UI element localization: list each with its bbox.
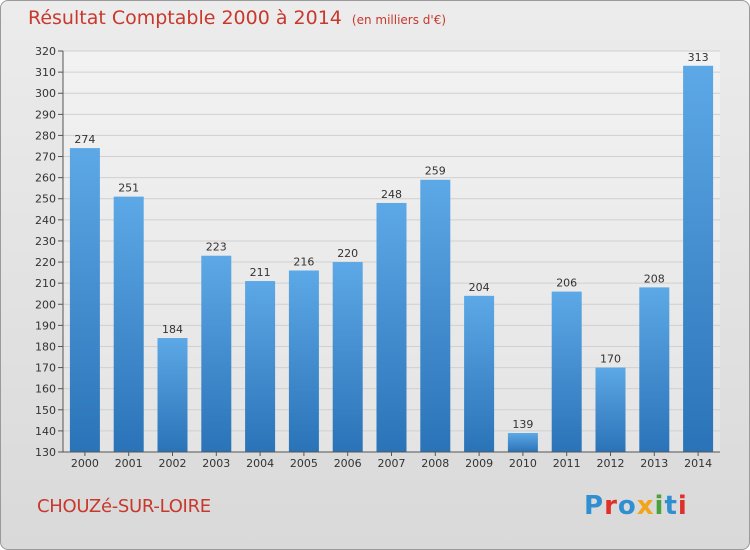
logo-letter: i bbox=[654, 491, 665, 521]
x-tick-label: 2000 bbox=[71, 457, 99, 470]
bar bbox=[288, 270, 319, 452]
x-tick-label: 2005 bbox=[290, 457, 318, 470]
chart-title-text: Résultat Comptable 2000 à 2014 bbox=[28, 7, 342, 29]
bar-value-label: 251 bbox=[118, 182, 139, 195]
x-tick-label: 2010 bbox=[509, 457, 537, 470]
x-tick-label: 2006 bbox=[334, 457, 362, 470]
bar bbox=[157, 338, 188, 452]
bar-value-label: 274 bbox=[74, 133, 95, 146]
y-tick-label: 160 bbox=[35, 383, 56, 396]
x-tick-label: 2003 bbox=[202, 457, 230, 470]
bar bbox=[683, 65, 714, 452]
bar bbox=[332, 262, 363, 452]
logo-letter: t bbox=[664, 491, 678, 521]
bar-value-label: 139 bbox=[512, 418, 533, 431]
x-tick-label: 2011 bbox=[553, 457, 581, 470]
x-tick-label: 2012 bbox=[597, 457, 625, 470]
bar-value-label: 313 bbox=[688, 51, 709, 64]
logo-letter: r bbox=[604, 491, 618, 521]
bars: 274 251 184 223 211 216 220 248 259 204 139 206 170 2… bbox=[69, 51, 714, 452]
bar bbox=[376, 202, 407, 452]
y-tick-label: 130 bbox=[35, 446, 56, 459]
x-tick-label: 2002 bbox=[159, 457, 187, 470]
bar bbox=[551, 291, 582, 452]
bar-value-label: 216 bbox=[293, 255, 314, 268]
axes: 130 140 150 160 170 180 190 200 210 220 230 240 250 2… bbox=[35, 45, 720, 470]
x-tick-label: 2014 bbox=[684, 457, 712, 470]
y-tick-label: 190 bbox=[35, 319, 56, 332]
logo-letter: i bbox=[677, 491, 688, 521]
x-tick-label: 2009 bbox=[465, 457, 493, 470]
bar-value-label: 184 bbox=[162, 323, 183, 336]
y-tick-label: 320 bbox=[35, 45, 56, 58]
y-tick-label: 150 bbox=[35, 404, 56, 417]
x-tick-label: 2008 bbox=[421, 457, 449, 470]
bar-value-label: 223 bbox=[206, 241, 227, 254]
y-tick-label: 250 bbox=[35, 193, 56, 206]
bar bbox=[595, 367, 626, 452]
x-tick-label: 2007 bbox=[378, 457, 406, 470]
y-tick-label: 200 bbox=[35, 298, 56, 311]
bar-value-label: 204 bbox=[469, 281, 490, 294]
bar bbox=[420, 179, 451, 452]
commune-name: CHOUZé-SUR-LOIRE bbox=[37, 496, 211, 517]
bar-value-label: 248 bbox=[381, 188, 402, 201]
y-tick-label: 180 bbox=[35, 340, 56, 353]
bar-value-label: 220 bbox=[337, 247, 358, 260]
y-tick-label: 220 bbox=[35, 256, 56, 269]
logo-letter: P bbox=[584, 491, 605, 521]
y-tick-label: 280 bbox=[35, 129, 56, 142]
chart-title: Résultat Comptable 2000 à 2014 (en millie… bbox=[28, 7, 446, 29]
bar bbox=[507, 433, 538, 452]
bar-value-label: 208 bbox=[644, 272, 665, 285]
bar-value-label: 206 bbox=[556, 277, 577, 290]
y-tick-label: 290 bbox=[35, 108, 56, 121]
bar bbox=[201, 255, 232, 452]
x-tick-label: 2001 bbox=[115, 457, 143, 470]
y-tick-label: 230 bbox=[35, 235, 56, 248]
bar bbox=[69, 148, 100, 452]
bar bbox=[639, 287, 670, 452]
y-tick-label: 170 bbox=[35, 362, 56, 375]
x-tick-label: 2004 bbox=[246, 457, 274, 470]
y-tick-label: 210 bbox=[35, 277, 56, 290]
y-tick-label: 260 bbox=[35, 172, 56, 185]
bar bbox=[245, 281, 276, 452]
chart-subtitle: (en milliers d'€) bbox=[351, 13, 447, 27]
y-tick-label: 240 bbox=[35, 214, 56, 227]
logo-letter: x bbox=[636, 491, 655, 521]
y-tick-label: 310 bbox=[35, 66, 56, 79]
proxiti-logo: Proxiti bbox=[584, 491, 688, 521]
logo-letter: o bbox=[617, 491, 637, 521]
y-tick-label: 270 bbox=[35, 151, 56, 164]
bar bbox=[113, 196, 144, 452]
y-tick-label: 300 bbox=[35, 87, 56, 100]
bar-value-label: 211 bbox=[250, 266, 271, 279]
bar-value-label: 170 bbox=[600, 353, 621, 366]
x-tick-label: 2013 bbox=[640, 457, 668, 470]
y-tick-label: 140 bbox=[35, 425, 56, 438]
bar bbox=[464, 295, 495, 452]
bar-value-label: 259 bbox=[425, 165, 446, 178]
